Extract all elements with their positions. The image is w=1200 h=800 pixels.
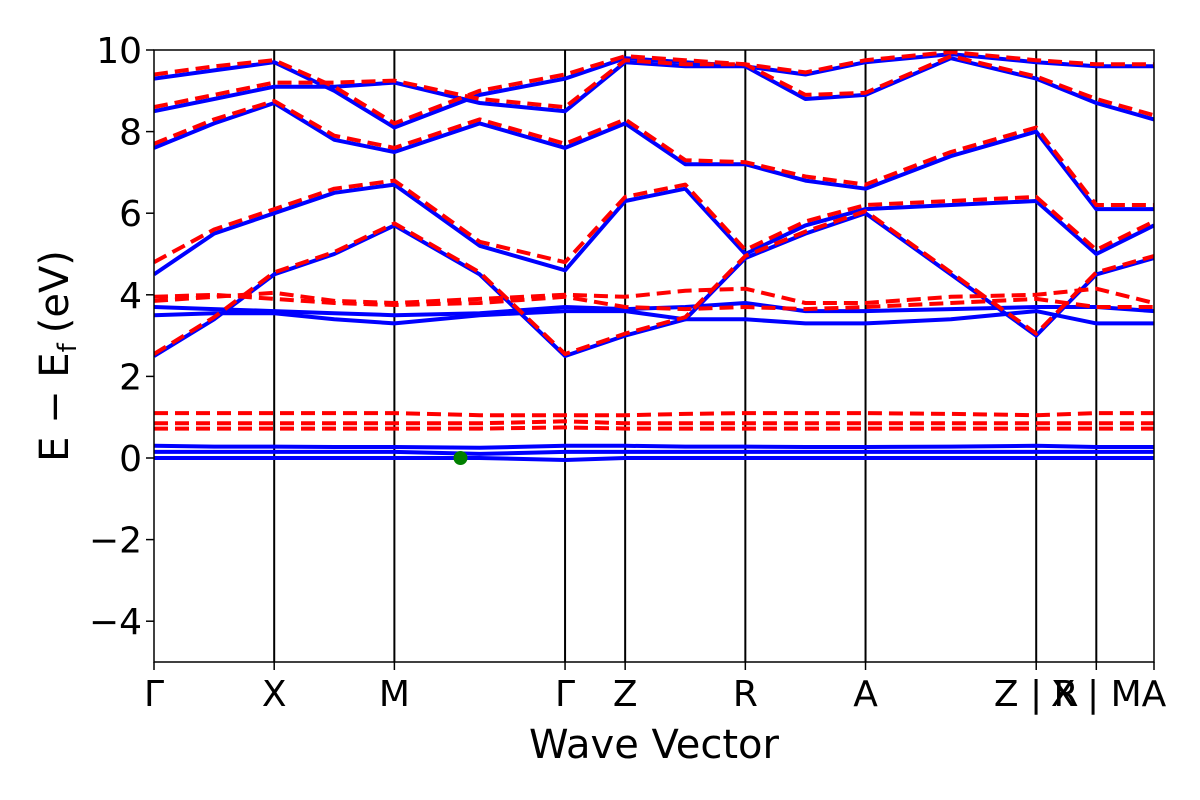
x-tick-label: X | M [1051, 674, 1142, 715]
band-line-spin-up [154, 52, 1154, 130]
y-tick-label: −2 [89, 521, 142, 562]
band-line-spin-down [154, 411, 1154, 418]
y-tick-label: 0 [119, 439, 142, 480]
y-tick-label: −4 [89, 602, 142, 643]
band-line-spin-down [154, 292, 1154, 312]
band-line-spin-down [154, 425, 1154, 431]
band-line-spin-up [154, 456, 1154, 462]
band-line-spin-down [154, 50, 1154, 126]
band-line-spin-down [154, 54, 1154, 118]
band-line-spin-up [154, 182, 1154, 277]
x-tick-label: A [1142, 674, 1167, 715]
y-tick-label: 4 [119, 276, 142, 317]
x-tick-label: Z [613, 674, 638, 715]
band-edge-marker [453, 451, 468, 465]
y-tick-label: 10 [96, 31, 142, 72]
x-tick-label: Γ [555, 674, 575, 715]
plot-frame [153, 49, 1155, 663]
x-axis-label: Wave Vector [529, 722, 780, 768]
band-line-spin-up [154, 309, 1154, 326]
band-line-spin-down [154, 209, 1154, 356]
band-line-spin-up [154, 443, 1154, 450]
y-axis-label-unit: (eV) [32, 250, 78, 333]
band-line-spin-down [154, 419, 1154, 426]
plot-area [154, 50, 1154, 662]
y-axis-ticks: −4 −2 0 2 4 6 8 10 [89, 31, 154, 643]
band-line-spin-up [154, 449, 1154, 456]
band-line-spin-down [154, 99, 1154, 207]
y-axis-label: E − Ef (eV) [32, 250, 83, 462]
band-line-spin-up [154, 56, 1154, 122]
x-tick-label: Z | R [994, 674, 1079, 715]
y-tick-label: 8 [119, 113, 142, 154]
x-tick-label: R [733, 674, 758, 715]
y-axis-label-subscript: f [53, 342, 83, 352]
bands-layer [154, 50, 1154, 462]
x-tick-label: M [379, 674, 410, 715]
band-line-spin-up [154, 211, 1154, 358]
band-line-spin-down [154, 286, 1154, 305]
y-axis-label-main: E − E [32, 352, 78, 462]
y-tick-label: 6 [119, 194, 142, 235]
y-tick-label: 2 [119, 357, 142, 398]
kpoint-lines [273, 50, 1098, 662]
x-tick-label: X [262, 674, 287, 715]
band-line-spin-down [154, 178, 1154, 265]
x-tick-label: A [853, 674, 878, 715]
band-line-spin-up [154, 101, 1154, 212]
band-line-spin-up [154, 301, 1154, 318]
x-tick-label: Γ [144, 674, 164, 715]
marker-layer [453, 451, 468, 465]
